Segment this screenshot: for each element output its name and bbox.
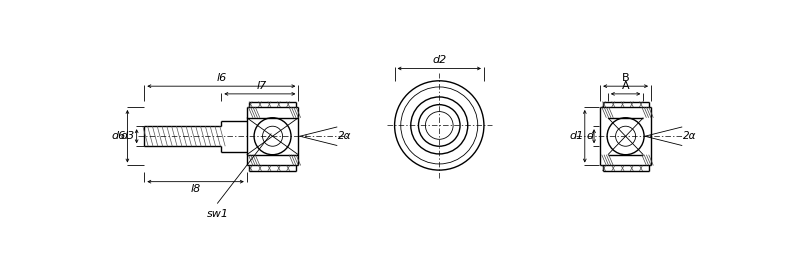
Text: sw1: sw1 [206, 209, 229, 219]
Text: l7: l7 [257, 81, 267, 91]
Text: d2: d2 [432, 55, 446, 65]
Text: B: B [622, 73, 630, 83]
Text: l8: l8 [190, 184, 201, 194]
Text: d: d [586, 131, 594, 141]
Text: 2α: 2α [338, 131, 352, 141]
Text: 2α: 2α [683, 131, 697, 141]
Text: l6: l6 [216, 73, 226, 83]
Text: d1: d1 [569, 131, 583, 141]
Text: A: A [622, 81, 630, 91]
Text: d6: d6 [112, 131, 126, 141]
Text: d3: d3 [121, 131, 135, 141]
